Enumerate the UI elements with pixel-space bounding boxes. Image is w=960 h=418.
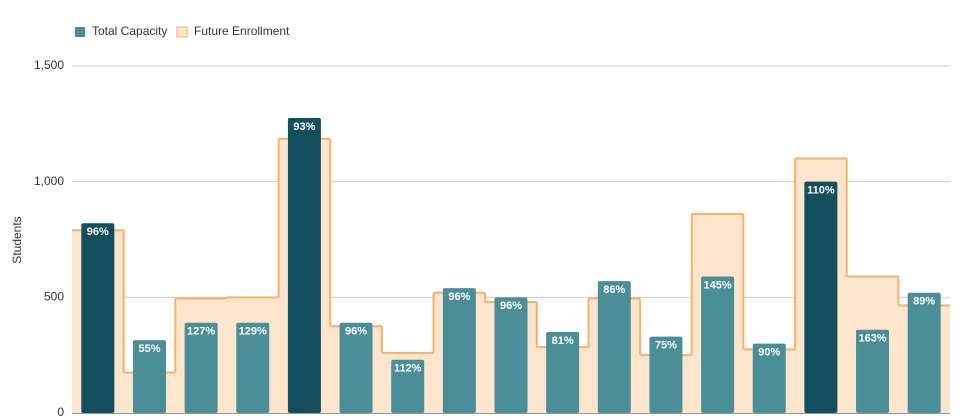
y-tick-label: 500 <box>44 290 64 304</box>
data-label: 112% <box>394 363 422 375</box>
data-label: 163% <box>858 333 886 345</box>
capacity-bar <box>184 322 218 413</box>
legend-label: Total Capacity <box>92 24 167 38</box>
capacity-bar <box>907 292 941 413</box>
capacity-bar <box>701 276 735 413</box>
capacity-bar <box>597 281 631 413</box>
capacity-bar <box>752 343 786 413</box>
data-label: 96% <box>500 300 522 312</box>
data-label: 90% <box>758 347 780 359</box>
y-tick-label: 1,000 <box>34 174 64 188</box>
y-tick-label: 0 <box>57 405 64 418</box>
capacity-bar <box>546 332 580 413</box>
legend-swatch <box>75 27 85 37</box>
legend-label: Future Enrollment <box>194 24 290 38</box>
data-label: 55% <box>138 343 160 355</box>
data-label: 145% <box>704 279 732 291</box>
data-label: 89% <box>913 296 935 308</box>
data-label: 127% <box>187 326 215 338</box>
capacity-bar <box>339 322 373 413</box>
capacity-bar <box>649 336 683 413</box>
data-label: 110% <box>807 185 835 197</box>
capacity-bar <box>81 223 115 413</box>
y-axis-title: Students <box>10 216 24 263</box>
capacity-bar <box>494 297 528 413</box>
capacity-bar <box>442 288 476 413</box>
capacity-bar <box>236 322 270 413</box>
y-tick-label: 1,500 <box>34 58 64 72</box>
data-label: 96% <box>448 291 470 303</box>
capacity-bar <box>287 118 321 414</box>
capacity-bar <box>804 181 838 413</box>
legend-swatch <box>176 26 188 38</box>
capacity-bar <box>391 359 425 413</box>
capacity-bar <box>856 329 890 413</box>
data-label: 75% <box>655 340 677 352</box>
capacity-bar <box>132 340 166 413</box>
data-label: 93% <box>293 121 315 133</box>
data-label: 129% <box>239 326 267 338</box>
data-label: 96% <box>345 326 367 338</box>
data-label: 81% <box>552 335 574 347</box>
data-label: 96% <box>87 226 109 238</box>
data-label: 86% <box>603 284 625 296</box>
